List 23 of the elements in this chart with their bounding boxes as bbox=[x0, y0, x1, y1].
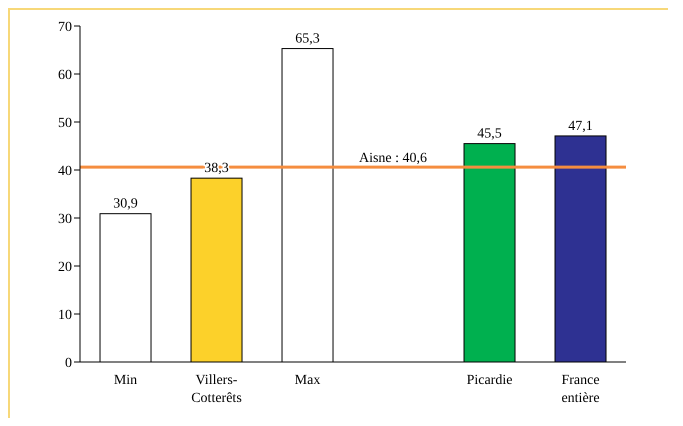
y-tick-label: 40 bbox=[58, 164, 72, 179]
y-tick-label: 20 bbox=[58, 260, 72, 275]
y-tick-label: 10 bbox=[58, 308, 72, 323]
ref-line-label: Aisne : 40,6 bbox=[358, 151, 428, 166]
y-tick-label: 30 bbox=[58, 212, 72, 227]
bar bbox=[282, 48, 334, 362]
x-tick-label: Villers-Cotterêts bbox=[191, 373, 242, 406]
y-tick-label: 50 bbox=[58, 116, 72, 131]
data-label: 65,3 bbox=[295, 32, 320, 47]
x-tick-label: France entière bbox=[561, 373, 600, 406]
data-label: 30,9 bbox=[113, 196, 138, 212]
data-label: 47,1 bbox=[568, 118, 593, 134]
y-tick-label: 60 bbox=[58, 68, 72, 83]
x-tick-label: Picardie bbox=[466, 373, 512, 388]
data-label: 45,5 bbox=[477, 126, 502, 142]
bar bbox=[554, 135, 607, 362]
y-tick-label: 0 bbox=[65, 356, 72, 371]
y-tick-label: 70 bbox=[58, 20, 72, 35]
bar bbox=[100, 213, 152, 362]
bar bbox=[190, 178, 243, 362]
bar bbox=[464, 143, 516, 362]
x-tick-label: Max bbox=[294, 373, 320, 388]
x-tick-label: Min bbox=[114, 373, 138, 388]
